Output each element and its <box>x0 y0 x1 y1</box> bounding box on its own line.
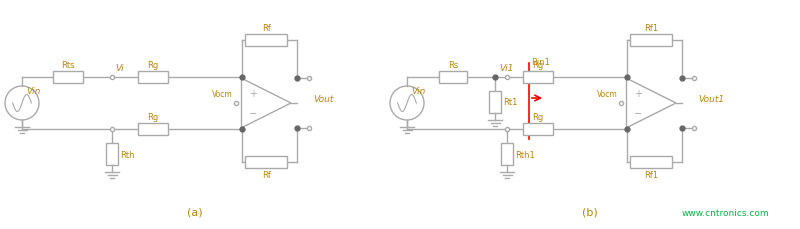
Text: Vi1: Vi1 <box>499 64 514 73</box>
Text: Vi: Vi <box>115 64 124 73</box>
Text: Rf: Rf <box>262 24 270 33</box>
Text: Rs: Rs <box>448 61 458 70</box>
Text: Rth: Rth <box>120 150 134 159</box>
Text: +: + <box>634 89 642 99</box>
Bar <box>489 92 501 114</box>
Bar <box>246 156 287 168</box>
Text: (b): (b) <box>582 207 598 217</box>
Text: Vout: Vout <box>313 95 334 104</box>
Text: Vocm: Vocm <box>597 90 618 98</box>
Bar <box>523 123 553 135</box>
Text: Rg: Rg <box>147 112 158 121</box>
Text: Rt1: Rt1 <box>503 98 518 107</box>
Text: Vocm: Vocm <box>212 90 233 98</box>
Text: Vin: Vin <box>26 87 40 96</box>
Text: Rg: Rg <box>147 61 158 70</box>
Bar <box>53 72 83 84</box>
Bar <box>630 35 672 47</box>
Text: −: − <box>249 108 257 118</box>
Text: Rin1: Rin1 <box>531 58 550 67</box>
Text: Vout1: Vout1 <box>698 95 724 104</box>
Bar <box>106 143 118 165</box>
Text: Vin: Vin <box>411 87 426 96</box>
Text: −: − <box>634 108 642 118</box>
Bar <box>138 123 168 135</box>
Bar <box>523 72 553 84</box>
Text: Rg: Rg <box>532 61 544 70</box>
Text: Rf: Rf <box>262 170 270 179</box>
Text: Rf1: Rf1 <box>644 24 658 33</box>
Text: +: + <box>249 89 257 99</box>
Bar <box>246 35 287 47</box>
Bar <box>439 72 467 84</box>
Bar <box>501 143 513 165</box>
Text: Rg: Rg <box>532 112 544 121</box>
Bar <box>138 72 168 84</box>
Text: (a): (a) <box>187 207 203 217</box>
Text: www.cntronics.com: www.cntronics.com <box>681 208 769 217</box>
Text: Rth1: Rth1 <box>515 150 534 159</box>
Text: Rts: Rts <box>62 61 74 70</box>
Bar <box>630 156 672 168</box>
Text: Rf1: Rf1 <box>644 170 658 179</box>
